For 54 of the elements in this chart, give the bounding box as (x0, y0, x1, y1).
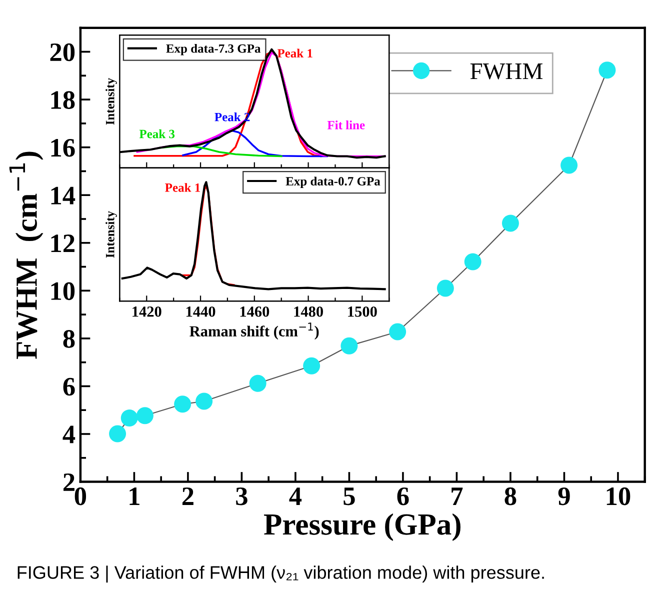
y-axis-title: Intensity (106, 211, 117, 258)
y-tick-label: 12 (51, 234, 74, 252)
point (120, 409, 138, 426)
x-tick-label: 1500 (348, 306, 377, 317)
x-tick-label: 9 (558, 487, 570, 506)
y-tick-label: 6 (63, 378, 75, 396)
y-tick-label: 8 (63, 330, 75, 348)
y-tick-label: 14 (51, 186, 76, 204)
x-tick-label: 7 (452, 488, 463, 505)
x-tick-label: 3 (236, 487, 248, 506)
x-tick-label: 6 (397, 487, 409, 506)
point (502, 214, 519, 232)
series-label: Peak 1 (165, 183, 200, 192)
x-tick-label: 1480 (294, 306, 323, 317)
point (389, 323, 406, 340)
text: Fit line (327, 120, 365, 130)
point (109, 425, 126, 442)
y-tick-label: 16 (51, 139, 75, 157)
x-tick-label: 10 (606, 487, 630, 506)
x-tick-label: 1440 (186, 306, 216, 317)
y-axis-title: Intensity (106, 78, 117, 125)
x-tick-label: 0 (74, 487, 86, 506)
x-axis-title: Pressure (GPa) (264, 513, 460, 542)
x-tick-label: 1460 (240, 306, 270, 317)
x-tick-label: 8 (504, 487, 516, 506)
point (464, 253, 482, 270)
point (249, 374, 266, 392)
point (174, 396, 192, 413)
series-label: Peak 1 (277, 48, 312, 58)
point (196, 392, 213, 410)
series-label: Peak 2 (214, 112, 250, 122)
point (136, 407, 154, 424)
caption: FIGURE 3 | Variation of FWHM (ν₂₁ vibration mode) with pressure. (18, 566, 544, 583)
legend-label: FWHM (470, 64, 542, 80)
point (436, 280, 454, 297)
point (560, 156, 578, 174)
y-tick-label: 20 (50, 43, 75, 62)
x-tick-label: 1420 (132, 306, 162, 317)
series-label: Peak 3 (139, 129, 175, 138)
y-tick-label: 4 (62, 426, 76, 444)
x-tick-label: 2 (182, 487, 194, 505)
x-tick-label: 5 (344, 488, 355, 506)
y-tick-label: 2 (63, 473, 74, 491)
legend-label: Exp data-7.3 GPa (166, 44, 261, 56)
point (340, 337, 358, 354)
x-tick-label: 1 (130, 488, 140, 505)
x-tick-label: 4 (289, 488, 302, 505)
point (303, 357, 320, 374)
x-axis-title: Raman shift (cm$^{−1}$) (190, 322, 319, 340)
legend-label: Exp data-0.7 GPa (286, 176, 380, 188)
y-tick-label: 18 (51, 91, 75, 109)
y-axis-title: FWHM (cm$^{−1}$) (9, 152, 44, 359)
y-tick-label: 10 (51, 282, 75, 300)
point (598, 62, 616, 79)
